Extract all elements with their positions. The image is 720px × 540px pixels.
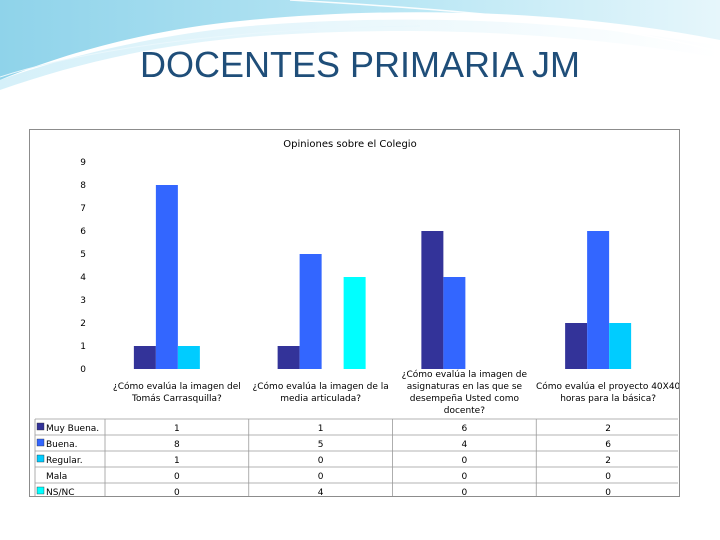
legend-label: Regular. <box>46 456 83 466</box>
table-cell: 0 <box>318 472 324 482</box>
table-cell: 1 <box>174 424 180 434</box>
table-cell: 6 <box>462 424 468 434</box>
category-label: Tomás Carrasquilla? <box>131 394 222 404</box>
table-cell: 4 <box>462 440 468 450</box>
category-label: Cómo evalúa el proyecto 40X40 <box>536 381 679 392</box>
legend-label: NS/NC <box>46 488 75 496</box>
legend-key-regular <box>36 454 45 463</box>
table-cell: 6 <box>605 440 611 450</box>
table-cell: 5 <box>318 440 324 450</box>
table-cell: 8 <box>174 440 180 450</box>
bar-regular-0 <box>177 346 200 369</box>
opiniones-chart: Opiniones sobre el Colegio 0 1 2 3 4 5 6 7 8 9 ¿Cóm… <box>34 139 681 500</box>
category-label: ¿Cómo evalúa la imagen de <box>402 369 528 380</box>
y-tick-label: 1 <box>80 342 86 352</box>
legend-label: Buena. <box>46 440 78 450</box>
bar-regular-3 <box>609 323 632 369</box>
legend-key-muybuena <box>36 422 45 431</box>
table-cell: 4 <box>318 488 324 496</box>
table-cell: 0 <box>462 488 468 496</box>
category-label: media articulada? <box>280 394 361 404</box>
slide-title: DOCENTES PRIMARIA JM <box>139 44 581 85</box>
y-tick-label: 6 <box>80 227 86 237</box>
bar-muybuena-0 <box>133 346 156 369</box>
y-tick-label: 4 <box>80 273 86 283</box>
bar-muybuena-3 <box>565 323 588 369</box>
table-cell: 0 <box>462 456 468 466</box>
header-swoosh-decoration <box>0 0 720 90</box>
legend-key-mala <box>37 471 44 478</box>
bar-muybuena-2 <box>421 231 444 369</box>
bar-buena-1 <box>299 254 322 369</box>
bar-nsnc-1 <box>343 277 366 369</box>
legend-key-nsnc <box>36 486 45 495</box>
table-cell: 1 <box>318 424 324 434</box>
category-label: ¿Cómo evalúa la imagen de la <box>252 381 388 392</box>
bar-buena-2 <box>443 277 466 369</box>
y-tick-label: 8 <box>80 181 86 191</box>
bar-muybuena-1 <box>277 346 300 369</box>
legend-key-buena <box>36 438 45 447</box>
table-cell: 0 <box>174 488 180 496</box>
table-cell: 0 <box>318 456 324 466</box>
y-tick-label: 2 <box>80 319 86 329</box>
table-cell: 2 <box>605 424 611 434</box>
category-label: desempeña Usted como <box>410 394 520 404</box>
y-tick-label: 3 <box>80 296 86 306</box>
legend-label: Mala <box>46 472 67 482</box>
y-tick-label: 9 <box>80 158 86 168</box>
y-tick-label: 0 <box>80 365 86 375</box>
bar-buena-0 <box>155 185 178 369</box>
table-cell: 1 <box>174 456 180 466</box>
category-label: horas para la básica? <box>560 394 656 404</box>
y-tick-label: 7 <box>80 204 86 214</box>
table-cell: 0 <box>462 472 468 482</box>
table-cell: 0 <box>605 488 611 496</box>
legend-label: Muy Buena. <box>46 424 99 434</box>
chart-title: Opiniones sobre el Colegio <box>283 139 416 150</box>
bar-buena-3 <box>587 231 610 369</box>
category-label: docente? <box>444 406 485 416</box>
table-cell: 2 <box>605 456 611 466</box>
table-cell: 0 <box>605 472 611 482</box>
y-tick-label: 5 <box>80 250 86 260</box>
chart-frame: Opiniones sobre el Colegio 0 1 2 3 4 5 6 7 8 9 ¿Cóm… <box>29 129 681 500</box>
category-label: asignaturas en las que se <box>407 382 523 392</box>
table-cell: 0 <box>174 472 180 482</box>
category-label: ¿Cómo evalúa la imagen del <box>113 381 241 392</box>
